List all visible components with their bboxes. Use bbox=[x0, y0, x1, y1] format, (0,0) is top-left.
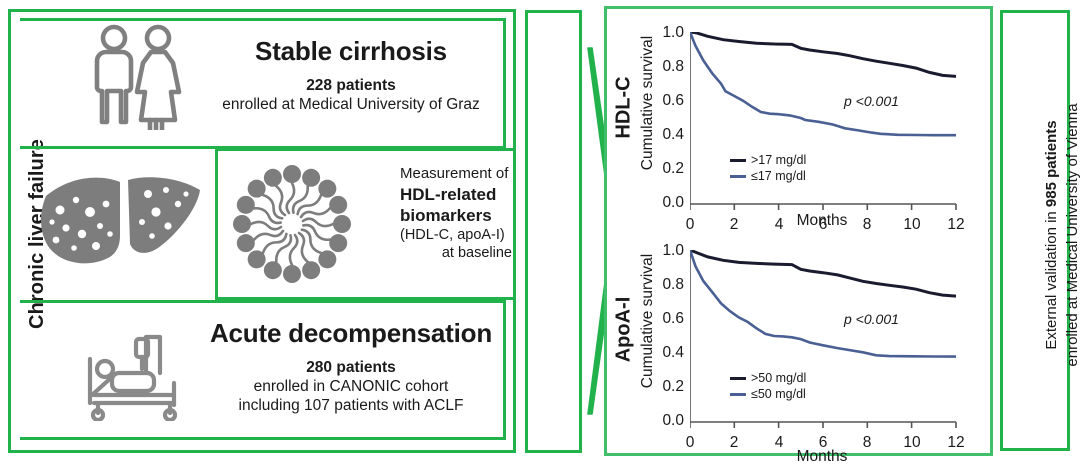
measurement-line-3: biomarkers bbox=[400, 205, 492, 225]
apoa-i-xtick-1: 0 bbox=[685, 434, 695, 451]
hdl-c-legend-label-low: ≤17 mg/dl bbox=[751, 169, 806, 183]
apoa-i-xtick-6: 10 bbox=[903, 434, 921, 451]
legend-swatch-high-icon bbox=[730, 158, 746, 162]
acute-decompensation-title: Acute decompensation bbox=[209, 318, 493, 348]
stable-cirrhosis-box bbox=[20, 18, 506, 149]
apoa-i-legend-label-low: ≤50 mg/dl bbox=[751, 387, 806, 401]
hdl-c-survival-chart: HDL-C Cumulative survival 1.0 0.8 0.6 0.… bbox=[612, 14, 987, 233]
hdl-c-xtick-2: 2 bbox=[729, 216, 739, 233]
hdl-c-ytick-4: 0.4 bbox=[662, 126, 684, 143]
hdl-c-ytick-2: 0.8 bbox=[662, 58, 684, 75]
apoa-i-xlabel: Months bbox=[796, 448, 848, 465]
follow-up-box: Follow-up 12 months bbox=[525, 10, 647, 453]
cirrhotic-liver-icon bbox=[30, 160, 206, 277]
apoa-i-xtick-2: 2 bbox=[729, 434, 739, 451]
validation-line-1: External validation in 985 patients bbox=[1041, 25, 1062, 445]
validation-line-1-count: 985 patients bbox=[1043, 120, 1060, 208]
apoa-i-curve-low bbox=[690, 250, 957, 358]
hdl-c-legend-label-high: >17 mg/dl bbox=[751, 153, 807, 167]
hospital-bed-icon bbox=[84, 325, 188, 426]
hdl-c-legend-item-low: ≤17 mg/dl bbox=[730, 168, 806, 184]
legend-swatch-high-icon bbox=[730, 376, 746, 380]
hdl-measurement-text: Measurement of HDL-related biomarkers (H… bbox=[400, 164, 512, 262]
apoa-i-ytick-4: 0.4 bbox=[662, 344, 684, 361]
hdl-c-xtick-1: 0 bbox=[685, 216, 695, 233]
hdl-c-curve-low bbox=[690, 32, 956, 137]
measurement-line-2: HDL-related bbox=[400, 184, 497, 204]
acute-decompensation-count: 280 patients bbox=[306, 359, 396, 376]
apoa-i-legend: >50 mg/dl ≤50 mg/dl bbox=[730, 370, 806, 402]
stable-cirrhosis-detail: enrolled at Medical University of Graz bbox=[222, 96, 480, 113]
hdl-c-xtick-7: 12 bbox=[947, 216, 965, 233]
apoa-i-pvalue: p <0.001 bbox=[844, 311, 899, 327]
hdl-c-xtick-4: 6 bbox=[818, 216, 828, 233]
stable-cirrhosis-count: 228 patients bbox=[306, 77, 396, 94]
hdl-particle-icon bbox=[228, 160, 356, 293]
two-people-icon bbox=[88, 22, 184, 135]
hdl-c-xtick-6: 10 bbox=[903, 216, 921, 233]
apoa-i-curve-high bbox=[690, 250, 957, 298]
hdl-c-pvalue: p <0.001 bbox=[844, 93, 899, 109]
apoa-i-pvalue-text: p <0.001 bbox=[844, 311, 899, 327]
measurement-line-4: (HDL-C, apoA-I) bbox=[400, 226, 505, 243]
legend-swatch-low-icon bbox=[730, 174, 746, 178]
apoa-i-chart-title: ApoA-I bbox=[612, 296, 635, 363]
legend-swatch-low-icon bbox=[730, 392, 746, 396]
apoa-i-xtick-5: 8 bbox=[862, 434, 872, 451]
apoa-i-xtick-4: 6 bbox=[818, 434, 828, 451]
hdl-c-pvalue-text: p <0.001 bbox=[844, 93, 899, 109]
hdl-c-curve-high bbox=[690, 32, 957, 78]
stable-cirrhosis-text: Stable cirrhosis 228 patients enrolled a… bbox=[186, 36, 516, 114]
acute-decompensation-detail-1: enrolled in CANONIC cohort bbox=[253, 378, 449, 395]
measurement-line-1: Measurement of bbox=[400, 165, 509, 182]
apoa-i-xtick-7: 12 bbox=[947, 434, 965, 451]
acute-decompensation-box bbox=[20, 300, 506, 440]
apoa-i-legend-label-high: >50 mg/dl bbox=[751, 371, 807, 385]
apoa-i-ytick-6: 0.0 bbox=[662, 412, 684, 429]
validation-line-1-prefix: External validation in bbox=[1043, 207, 1060, 350]
hdl-c-legend: >17 mg/dl ≤17 mg/dl bbox=[730, 152, 806, 184]
validation-line-2: enrolled at Medical University of Vienna bbox=[1064, 103, 1080, 367]
acute-decompensation-text: Acute decompensation 280 patients enroll… bbox=[186, 318, 516, 415]
survival-charts-panel bbox=[604, 6, 993, 456]
hdl-c-ytick-1: 1.0 bbox=[662, 24, 684, 41]
hdl-c-legend-item-high: >17 mg/dl bbox=[730, 152, 806, 168]
hdl-c-ytick-5: 0.2 bbox=[662, 160, 684, 177]
hdl-c-ytick-3: 0.6 bbox=[662, 92, 684, 109]
hdl-c-chart-title: HDL-C bbox=[612, 76, 635, 139]
apoa-i-legend-item-low: ≤50 mg/dl bbox=[730, 386, 806, 402]
external-validation-text: External validation in 985 patients enro… bbox=[1041, 25, 1080, 445]
apoa-i-ytick-1: 1.0 bbox=[662, 242, 684, 259]
apoa-i-ytick-2: 0.8 bbox=[662, 276, 684, 293]
hdl-c-xtick-3: 4 bbox=[774, 216, 784, 233]
stable-cirrhosis-title: Stable cirrhosis bbox=[255, 36, 447, 66]
external-validation-panel: External validation in 985 patients enro… bbox=[1000, 10, 1080, 451]
hdl-c-xlabel: Months bbox=[796, 212, 848, 229]
apoa-i-ytick-3: 0.6 bbox=[662, 310, 684, 327]
apoa-i-legend-item-high: >50 mg/dl bbox=[730, 370, 806, 386]
apoa-i-ytick-5: 0.2 bbox=[662, 378, 684, 395]
hdl-c-xtick-5: 8 bbox=[862, 216, 872, 233]
apoa-i-survival-chart: ApoA-I Cumulative survival 1.0 0.8 0.6 0… bbox=[612, 232, 987, 465]
acute-decompensation-detail-2: including 107 patients with ACLF bbox=[238, 397, 464, 414]
measurement-line-5: at baseline bbox=[441, 244, 512, 261]
apoa-i-xtick-3: 4 bbox=[774, 434, 784, 451]
hdl-c-ytick-6: 0.0 bbox=[662, 194, 684, 211]
